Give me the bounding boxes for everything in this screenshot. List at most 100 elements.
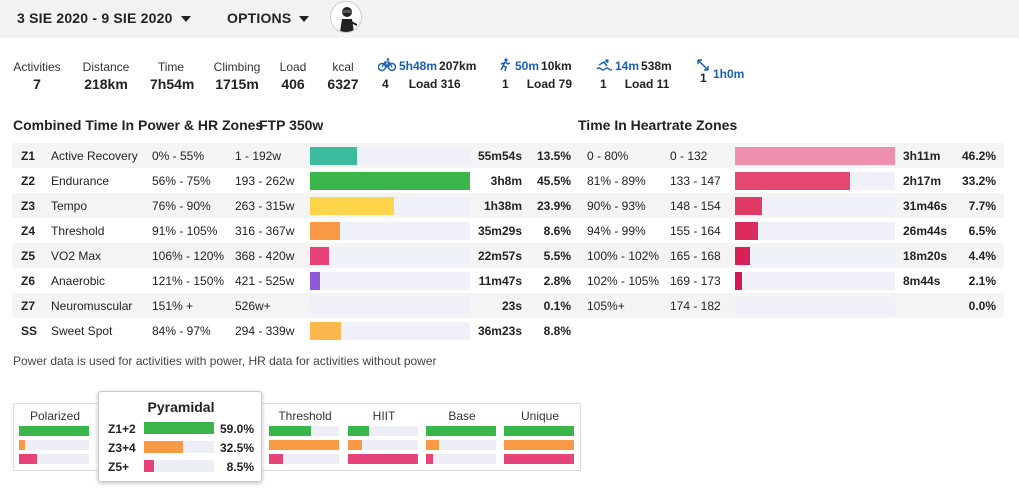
- sport-time: 5h48m: [399, 59, 438, 73]
- tooltip-bar: [144, 460, 214, 472]
- summary-stat: Load 406: [278, 60, 308, 96]
- tooltip-zone-label: Z3+4: [108, 441, 136, 455]
- swim-icon: [596, 59, 613, 73]
- distribution-bar-fill: [426, 426, 496, 436]
- zone-id: Z3: [21, 199, 36, 213]
- hr-zone-bar: [735, 147, 895, 165]
- sport-stat-bottom: 1 Load 11: [596, 77, 672, 91]
- zone-bar-fill: [310, 272, 320, 290]
- zone-name: Endurance: [51, 174, 110, 188]
- hr-zone-bpm: 165 - 168: [670, 249, 721, 263]
- zone-row: SS Sweet Spot 84% - 97% 294 - 339w 36m23s 8.8…: [12, 318, 1004, 343]
- zone-time: 3h8m: [490, 174, 522, 188]
- sport-stat-top: 14m 538m: [596, 58, 672, 73]
- distribution-bar-fill: [19, 440, 25, 450]
- summary-stat-label: Time: [157, 60, 185, 74]
- top-bar: 3 SIE 2020 - 9 SIE 2020 OPTIONS: [0, 0, 1019, 38]
- distribution-bar: [426, 440, 496, 450]
- hr-zone-bpm: 148 - 154: [670, 199, 721, 213]
- hr-zone-pct-range: 81% - 89%: [587, 174, 646, 188]
- hr-zone-pct-range: 90% - 93%: [587, 199, 646, 213]
- hr-zone-percent: 2.1%: [968, 274, 996, 288]
- distribution-label: Base: [448, 409, 476, 423]
- hr-zone-bar: [735, 172, 895, 190]
- zone-time: 22m57s: [477, 249, 522, 263]
- zone-bar: [310, 297, 470, 315]
- summary-stat-label: Distance: [82, 60, 130, 74]
- zone-row: Z5 VO2 Max 106% - 120% 368 - 420w 22m57s 5.5%…: [12, 243, 1004, 268]
- distribution-bar-fill: [426, 454, 433, 464]
- zone-id: SS: [21, 324, 38, 338]
- distribution-bar: [504, 426, 574, 436]
- summary-stat-value: 6327: [327, 76, 359, 92]
- distribution-bar: [19, 440, 89, 450]
- tooltip-percent: 8.5%: [226, 460, 254, 474]
- zone-id: Z1: [21, 149, 36, 163]
- stretch-icon: [696, 59, 710, 73]
- footnote: Power data is used for activities with p…: [13, 354, 437, 368]
- distribution-bar-fill: [19, 454, 37, 464]
- sport-distance: 207km: [439, 59, 477, 73]
- zone-pct-range: 84% - 97%: [152, 324, 211, 338]
- zone-time: 55m54s: [477, 149, 522, 163]
- summary-stat-value: 218km: [84, 76, 128, 92]
- avatar[interactable]: [330, 1, 362, 33]
- hr-zone-bar-fill: [735, 222, 758, 240]
- zone-bar: [310, 222, 470, 240]
- sport-stat-bottom: 1: [696, 71, 744, 85]
- hr-zone-percent: 0.0%: [968, 299, 996, 313]
- sport-load: Load 11: [624, 77, 670, 91]
- summary-stat-value: 7h54m: [150, 76, 195, 92]
- zone-pct-range: 91% - 105%: [152, 224, 218, 238]
- zone-pct-range: 76% - 90%: [152, 199, 211, 213]
- sport-count: 1: [502, 77, 509, 91]
- power-zones-title: Combined Time In Power & HR Zones: [13, 117, 264, 133]
- zone-name: Active Recovery: [51, 149, 138, 163]
- zone-id: Z2: [21, 174, 36, 188]
- zone-percent: 5.5%: [543, 249, 571, 263]
- sport-stat-top: 50m 10km: [498, 58, 572, 73]
- tooltip-row: Z3+4 32.5%: [99, 439, 263, 457]
- tooltip-bar: [144, 422, 214, 434]
- distribution-bar-fill: [504, 426, 574, 436]
- zone-pct-range: 106% - 120%: [152, 249, 225, 263]
- hr-zone-bpm: 155 - 164: [670, 224, 721, 238]
- zone-row: Z4 Threshold 91% - 105% 316 - 367w 35m29s 8.6…: [12, 218, 1004, 243]
- summary-stat-value: 406: [281, 76, 305, 92]
- options-dropdown[interactable]: OPTIONS: [227, 10, 310, 26]
- zone-percent: 8.6%: [543, 224, 571, 238]
- distribution-bar: [19, 454, 89, 464]
- zone-name: Sweet Spot: [51, 324, 113, 338]
- zone-id: Z7: [21, 299, 36, 313]
- ftp-label: FTP 350w: [259, 117, 324, 133]
- summary-stat: Distance 218km: [80, 60, 132, 96]
- zone-bar-fill: [310, 222, 340, 240]
- hr-zone-pct-range: 105%+: [587, 299, 625, 313]
- zone-row: Z2 Endurance 56% - 75% 193 - 262w 3h8m 45.5% 8…: [12, 168, 1004, 193]
- sport-count: 1: [600, 77, 607, 91]
- hr-zone-bar: [735, 297, 895, 315]
- tooltip-row: Z1+2 59.0%: [99, 420, 263, 438]
- sport-load: Load 79: [526, 77, 573, 91]
- zone-bar-fill: [310, 172, 470, 190]
- zone-watts: 316 - 367w: [235, 224, 295, 238]
- distribution-bar: [269, 454, 339, 464]
- hr-zone-bar-fill: [735, 172, 850, 190]
- summary-stat-label: Activities: [13, 60, 61, 74]
- distribution-bar-fill: [269, 454, 283, 464]
- distribution-label: Polarized: [29, 409, 81, 423]
- hr-zone-time: 8m44s: [903, 274, 941, 288]
- hr-zone-bar: [735, 272, 895, 290]
- distribution-bar: [19, 426, 89, 436]
- distribution-label: Unique: [520, 409, 560, 423]
- sport-time: 1h0m: [713, 67, 745, 81]
- tooltip-title: Pyramidal: [147, 399, 215, 415]
- hr-zone-time: 2h17m: [903, 174, 942, 188]
- sport-distance: 10km: [541, 59, 572, 73]
- zone-watts: 368 - 420w: [235, 249, 295, 263]
- date-range-dropdown[interactable]: 3 SIE 2020 - 9 SIE 2020: [17, 10, 191, 26]
- distribution-bar-fill: [348, 440, 362, 450]
- options-label: OPTIONS: [227, 10, 292, 26]
- sport-stat-top: 1h0m: [696, 58, 744, 81]
- tooltip-row: Z5+ 8.5%: [99, 458, 263, 476]
